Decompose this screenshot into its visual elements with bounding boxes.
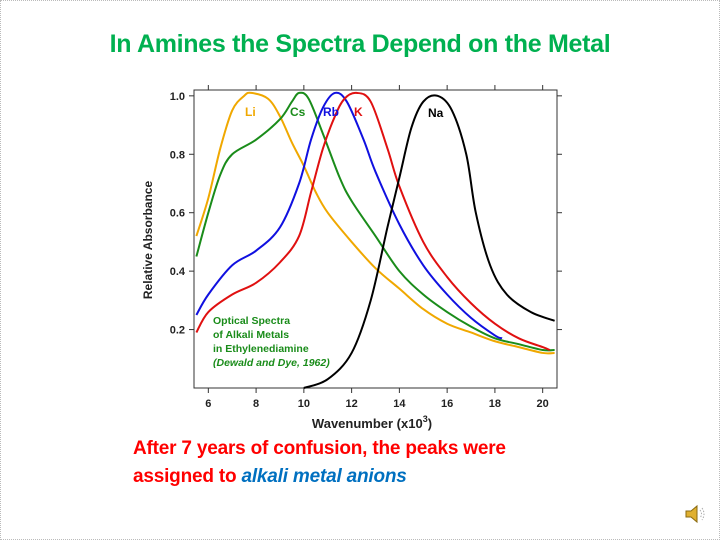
x-axis-label-main: Wavenumber (x10 <box>312 416 423 431</box>
caption-line-1: After 7 years of confusion, the peaks we… <box>133 438 506 459</box>
series-line-na <box>303 94 555 389</box>
x-axis-label-sup: 3 <box>423 414 428 424</box>
x-tick-label: 20 <box>537 398 549 410</box>
y-tick-label: 0.2 <box>170 325 185 337</box>
series-line-rb <box>195 91 503 340</box>
x-tick-label: 16 <box>441 398 453 410</box>
caption-prefix: assigned to <box>133 466 242 487</box>
y-axis-label: Relative Absorbance <box>141 181 155 300</box>
chart-annotation: Optical Spectra of Alkali Metals in Ethy… <box>213 315 330 369</box>
series-line-k <box>195 91 551 351</box>
x-tick-label: 10 <box>298 398 310 410</box>
y-tick-label: 0.6 <box>170 208 185 220</box>
series-label-na: Na <box>428 106 444 120</box>
annotation-line: of Alkali Metals <box>213 329 289 341</box>
caption-line-2: assigned to alkali metal anions <box>133 466 407 488</box>
annotation-line: (Dewald and Dye, 1962) <box>213 357 330 369</box>
series-label-rb: Rb <box>323 105 339 119</box>
series-label-k: K <box>354 105 363 119</box>
annotation-line: Optical Spectra <box>213 315 290 327</box>
annotation-line: in Ethylenediamine <box>213 343 309 355</box>
series-line-li <box>195 91 555 355</box>
series-label-li: Li <box>245 105 256 119</box>
slide-title: In Amines the Spectra Depend on the Meta… <box>109 30 611 58</box>
x-axis-label: Wavenumber (x103) <box>312 414 432 431</box>
series-label-cs: Cs <box>290 105 306 119</box>
x-tick-label: 14 <box>393 398 406 410</box>
y-tick-label: 0.8 <box>170 149 185 161</box>
speaker-icon[interactable] <box>684 503 706 525</box>
plot-frame <box>193 89 558 389</box>
x-tick-label: 18 <box>489 398 501 410</box>
y-tick-label: 0.4 <box>170 266 186 278</box>
caption-highlight: alkali metal anions <box>241 466 407 487</box>
y-tick-label: 1.0 <box>170 91 185 103</box>
series-line-cs <box>195 91 555 352</box>
x-tick-label: 6 <box>205 398 211 410</box>
x-tick-label: 8 <box>253 398 259 410</box>
x-axis-label-end: ) <box>428 416 432 431</box>
x-tick-label: 12 <box>345 398 357 410</box>
